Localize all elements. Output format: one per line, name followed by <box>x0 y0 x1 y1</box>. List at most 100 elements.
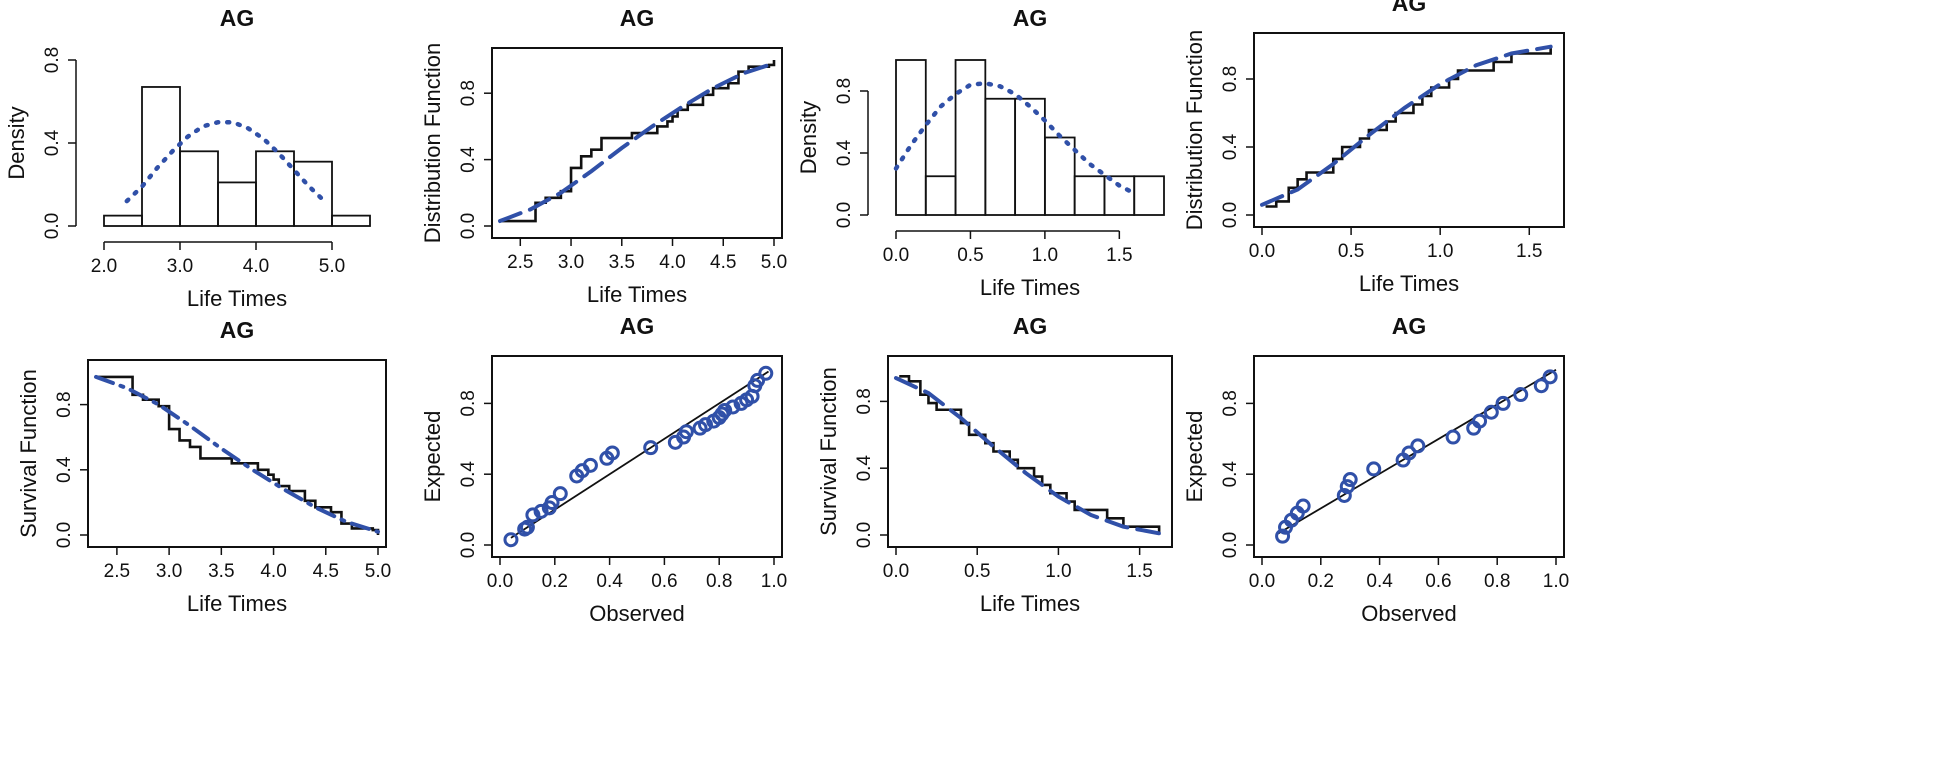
scatter-point <box>1533 378 1549 394</box>
x-tick-label: 2.5 <box>104 561 130 582</box>
chart-title: AG <box>1392 313 1427 339</box>
chart-panel-7: AG 0.0 0.5 1.0 1.5 0.0 0.4 0.8 Life Times Surviva… <box>816 313 1173 616</box>
x-tick-label: 5.0 <box>761 252 787 273</box>
y-tick-label: 0.0 <box>1220 202 1241 228</box>
x-tick-label: 0.0 <box>487 571 513 592</box>
x-tick-label: 2.0 <box>91 256 117 277</box>
y-tick-label: 0.8 <box>458 80 479 106</box>
y-axis-label: Distribution Function <box>1182 30 1207 231</box>
chart-title: AG <box>620 5 655 31</box>
y-axis-label: Survival Function <box>16 369 41 538</box>
chart-panel-8: AG 0.0 0.2 0.4 0.6 0.8 1.0 0.0 0.4 0.8 Observed Exp… <box>1182 313 1569 626</box>
x-tick-label: 1.0 <box>1045 561 1071 582</box>
scatter-point <box>1295 498 1311 514</box>
y-tick-label: 0.8 <box>1220 66 1241 92</box>
x-tick-label: 1.0 <box>1543 571 1569 592</box>
y-tick-label: 0.0 <box>54 522 75 548</box>
x-tick-label: 0.8 <box>706 571 732 592</box>
y-tick-label: 0.8 <box>834 78 855 104</box>
x-tick-label: 0.0 <box>883 561 909 582</box>
y-tick-label: 0.8 <box>1220 390 1241 416</box>
x-tick-label: 0.2 <box>1308 571 1334 592</box>
y-tick-label: 0.8 <box>854 388 875 414</box>
x-tick-label: 0.6 <box>651 571 677 592</box>
x-axis-label: Life Times <box>187 591 287 616</box>
y-axis-label: Survival Function <box>816 367 841 536</box>
scatter-point <box>758 365 774 381</box>
y-tick-label: 0.0 <box>42 213 63 239</box>
histogram-bar <box>1133 175 1165 216</box>
y-tick-label: 0.4 <box>834 139 855 166</box>
chart-panel-5: AG 2.5 3.0 3.5 4.0 4.5 5.0 0.0 0.4 0.8 Life Times S… <box>16 317 391 616</box>
fitted-curve <box>894 376 1162 536</box>
scatter-point <box>544 495 560 511</box>
histogram-bar <box>217 181 257 227</box>
x-tick-label: 5.0 <box>365 561 391 582</box>
x-tick-label: 0.0 <box>1249 571 1275 592</box>
x-axis-label: Life Times <box>187 286 287 311</box>
histogram-bar <box>1043 136 1076 216</box>
x-tick-label: 3.0 <box>167 256 193 277</box>
scatter-point <box>1472 413 1488 429</box>
y-axis-label: Expected <box>420 411 445 503</box>
x-tick-label: 4.5 <box>710 252 736 273</box>
chart-title: AG <box>1013 5 1048 31</box>
scatter-point <box>1495 395 1511 411</box>
scatter-point <box>698 417 713 433</box>
y-tick-label: 0.0 <box>458 532 479 558</box>
x-tick-label: 4.0 <box>260 561 286 582</box>
histogram-bar <box>1103 175 1136 216</box>
histogram-bar <box>331 214 371 227</box>
histogram-bar <box>1073 175 1106 216</box>
y-tick-label: 0.0 <box>1220 532 1241 558</box>
x-tick-label: 0.4 <box>1366 571 1393 592</box>
y-axis-label: Density <box>4 106 29 179</box>
plot-frame <box>1253 32 1565 228</box>
x-axis-label: Life Times <box>980 591 1080 616</box>
histogram-bar <box>984 97 1017 216</box>
scatter-point <box>1483 404 1499 420</box>
chart-panel-4: AG 0.0 0.5 1.0 1.5 0.0 0.4 0.8 Life Times Distrib… <box>1182 0 1565 296</box>
x-axis-label: Observed <box>589 601 684 626</box>
x-tick-label: 4.5 <box>313 561 339 582</box>
histogram-bar <box>179 150 219 227</box>
y-tick-label: 0.0 <box>458 213 479 239</box>
x-tick-label: 5.0 <box>319 256 345 277</box>
chart-panel-1: AG 2.0 3.0 4.0 5.0 0.0 0.4 0.8 Life Times Density <box>4 5 371 311</box>
x-tick-label: 0.4 <box>596 571 623 592</box>
y-tick-label: 0.8 <box>54 391 75 417</box>
scatter-point <box>1445 429 1461 445</box>
x-tick-label: 1.5 <box>1126 561 1152 582</box>
y-tick-label: 0.8 <box>458 390 479 416</box>
scatter-point <box>643 440 659 456</box>
x-tick-label: 0.0 <box>883 245 909 266</box>
y-tick-label: 0.4 <box>458 461 479 488</box>
y-tick-label: 0.4 <box>54 456 75 483</box>
x-tick-label: 0.5 <box>957 245 983 266</box>
y-tick-label: 0.4 <box>42 129 63 156</box>
scatter-point <box>1336 487 1352 503</box>
y-tick-label: 0.4 <box>854 455 875 482</box>
fitted-curve <box>94 374 380 534</box>
scatter-point <box>678 424 694 440</box>
x-tick-label: 0.5 <box>964 561 990 582</box>
histogram-bar <box>141 86 181 227</box>
scatter-point <box>582 457 598 473</box>
x-tick-label: 0.5 <box>1338 241 1364 262</box>
scatter-point <box>1401 445 1417 461</box>
x-tick-label: 1.5 <box>1106 245 1132 266</box>
empirical-step-line <box>500 60 776 223</box>
x-tick-label: 4.0 <box>243 256 269 277</box>
x-axis-label: Life Times <box>587 282 687 307</box>
y-axis-label: Distribution Function <box>420 43 445 244</box>
x-tick-label: 1.0 <box>1032 245 1058 266</box>
chart-panel-3: AG 0.0 0.5 1.0 1.5 0.0 0.4 0.8 Life Times Density <box>796 5 1165 300</box>
x-tick-label: 3.0 <box>558 252 584 273</box>
scatter-point <box>1342 472 1358 488</box>
y-tick-label: 0.0 <box>834 202 855 228</box>
histogram-bar <box>895 59 927 216</box>
x-tick-label: 0.6 <box>1425 571 1451 592</box>
x-tick-label: 0.2 <box>542 571 568 592</box>
scatter-point <box>1275 528 1291 544</box>
